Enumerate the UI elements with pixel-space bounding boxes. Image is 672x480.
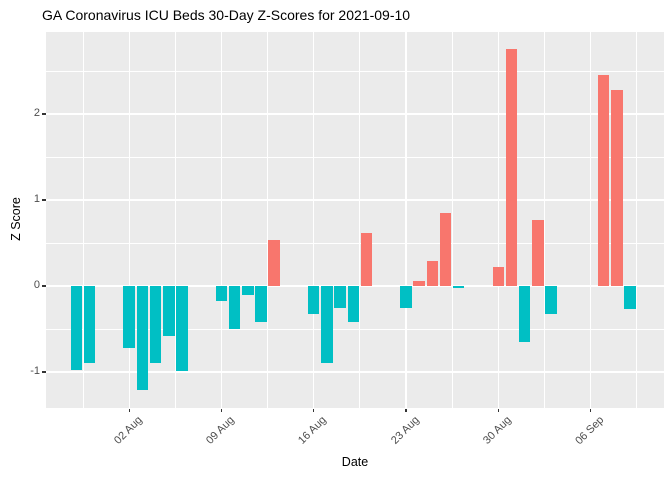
zscore-bar: [532, 219, 544, 286]
x-tick-mark: [405, 408, 407, 412]
zscore-bar: [321, 286, 333, 363]
gridline-minor-v: [267, 32, 269, 408]
x-tick-label: 16 Aug: [296, 414, 330, 447]
y-tick-label: 0: [33, 279, 40, 291]
gridline-minor-v: [359, 32, 361, 408]
chart-title: GA Coronavirus ICU Beds 30-Day Z-Scores …: [42, 7, 411, 23]
y-tick-mark: [42, 285, 46, 287]
zscore-bar: [413, 280, 425, 286]
x-tick-label: 02 Aug: [112, 414, 145, 447]
gridline-major-v: [589, 32, 592, 408]
y-tick-mark: [42, 371, 46, 373]
x-tick-mark: [128, 408, 130, 412]
gridline-major-h: [46, 199, 664, 201]
zscore-bar: [136, 286, 149, 391]
gridline-minor-v: [82, 32, 84, 408]
zscore-bar: [228, 286, 241, 329]
zscore-bar: [347, 286, 360, 323]
gridline-major-h: [46, 371, 664, 373]
x-tick-mark: [313, 408, 315, 412]
gridline-minor-v: [451, 32, 453, 408]
zscore-bar: [518, 286, 531, 342]
gridline-major-v: [497, 32, 499, 408]
zscore-bar: [149, 286, 162, 364]
zscore-bar: [307, 286, 320, 315]
gridline-minor-v: [636, 32, 638, 408]
zscore-bar: [439, 212, 452, 286]
zscore-bar: [360, 232, 373, 286]
gridline-minor-h: [46, 70, 664, 72]
zscore-bar: [255, 286, 267, 323]
x-tick-label: 09 Aug: [204, 414, 237, 447]
zscore-bar: [268, 239, 280, 286]
x-tick-label: 23 Aug: [388, 414, 422, 447]
zscore-bar: [505, 48, 518, 286]
zscore-bar: [624, 286, 636, 310]
zscore-bar: [452, 286, 465, 288]
zscore-bar: [163, 286, 175, 336]
gridline-minor-v: [174, 32, 176, 408]
x-tick-mark: [220, 408, 223, 412]
zscore-bar: [426, 261, 439, 286]
gridline-minor-h: [46, 242, 664, 244]
y-tick-mark: [42, 199, 46, 201]
gridline-major-v: [313, 32, 315, 408]
zscore-bar: [215, 286, 228, 301]
x-tick-mark: [497, 408, 499, 412]
y-tick-label: 1: [33, 193, 40, 205]
y-axis-title: Z Score: [9, 197, 23, 241]
gridline-major-h: [46, 113, 664, 115]
zscore-bar: [400, 286, 412, 309]
plot-panel: [46, 32, 664, 408]
zscore-bar: [611, 89, 623, 286]
zscore-bar: [242, 286, 254, 295]
zscore-bar: [492, 267, 504, 286]
x-tick-mark: [589, 408, 592, 412]
zscore-bar: [123, 286, 135, 348]
zscore-bar: [70, 286, 83, 371]
gridline-major-v: [128, 32, 130, 408]
gridline-minor-v: [543, 32, 545, 408]
gridline-major-v: [220, 32, 223, 408]
x-axis-title: Date: [341, 455, 369, 469]
y-tick-label: -1: [30, 365, 40, 377]
x-tick-label: 30 Aug: [481, 414, 514, 447]
gridline-major-v: [405, 32, 407, 408]
zscore-bar: [83, 286, 96, 364]
gridline-major-h: [46, 285, 664, 287]
gridline-minor-h: [46, 328, 664, 330]
zscore-bar: [176, 286, 188, 372]
zscore-bar: [334, 286, 346, 309]
zscore-bar: [545, 286, 557, 315]
zscore-bar: [597, 75, 610, 286]
x-tick-label: 06 Sep: [572, 414, 607, 448]
gridline-minor-h: [46, 156, 664, 158]
y-tick-mark: [42, 113, 46, 115]
y-tick-label: 2: [33, 107, 40, 119]
